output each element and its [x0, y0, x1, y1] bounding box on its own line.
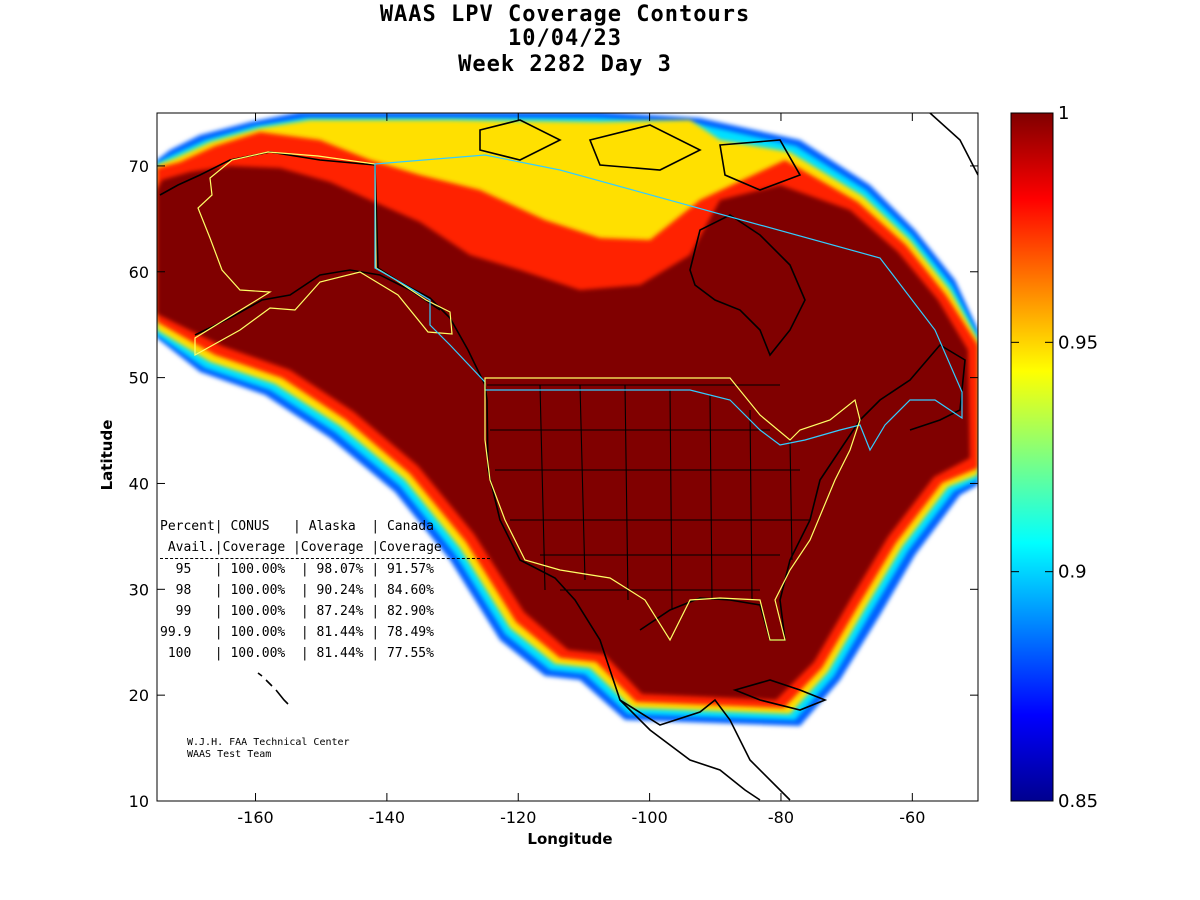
central-america: [619, 699, 761, 801]
y-axis-label: Latitude: [98, 420, 116, 491]
chart-date: 10/04/23: [508, 26, 622, 51]
north-america-coast: [159, 151, 791, 801]
table-header-1: Percent| CONUS | Alaska | Canada: [160, 519, 434, 534]
coverage-full: [157, 166, 970, 700]
y-tick-label: 20: [129, 686, 149, 705]
x-axis-ticks: -160 -140 -120 -100 -80 -60: [237, 113, 925, 827]
hudson-bay: [689, 214, 806, 357]
x-axis-label: Longitude: [527, 830, 612, 848]
colorbar: [1010, 112, 1054, 802]
gulf-coast: [639, 343, 966, 641]
table-header-2: Avail.|Coverage |Coverage |Coverage: [160, 537, 490, 559]
y-tick-label: 40: [129, 474, 149, 493]
y-tick-label: 10: [129, 792, 149, 811]
y-tick-label: 60: [129, 263, 149, 282]
credit-line-1: W.J.H. FAA Technical Center: [187, 737, 350, 748]
colorbar-ticks: 1 0.95 0.9 0.85: [1011, 103, 1098, 812]
chart-title: WAAS LPV Coverage Contours: [379, 2, 751, 27]
y-axis-ticks: 10 20 30 40 50 60 70: [129, 157, 978, 811]
x-tick-label: -160: [237, 808, 273, 827]
x-tick-label: -60: [899, 808, 925, 827]
y-tick-label: 70: [129, 157, 149, 176]
coastlines: [159, 113, 978, 801]
y-tick-label: 30: [129, 580, 149, 599]
arctic-islands: [479, 119, 802, 191]
table-row: 99 | 100.00% | 87.24% | 82.90%: [160, 604, 434, 619]
x-tick-label: -120: [500, 808, 536, 827]
hawaii: [257, 672, 289, 705]
x-tick-label: -100: [631, 808, 667, 827]
y-tick-label: 50: [129, 369, 149, 388]
credit: W.J.H. FAA Technical Center WAAS Test Tea…: [187, 737, 350, 761]
table-row: 98 | 100.00% | 90.24% | 84.60%: [160, 583, 434, 598]
plot-frame: [156, 112, 979, 802]
colorbar-tick-label: 0.85: [1058, 791, 1098, 812]
colorbar-tick-label: 0.9: [1058, 562, 1087, 583]
x-tick-label: -80: [768, 808, 794, 827]
alaska-coast: [194, 269, 441, 336]
x-tick-label: -140: [369, 808, 405, 827]
credit-line-2: WAAS Test Team: [187, 749, 272, 760]
cuba: [732, 679, 828, 711]
table-row: 99.9 | 100.00% | 81.44% | 78.49%: [160, 625, 434, 640]
region-boundaries: [194, 151, 963, 642]
greenland-edge: [929, 113, 978, 176]
coverage-table: Percent| CONUS | Alaska | Canada Avail.|…: [160, 516, 490, 664]
table-row: 100 | 100.00% | 81.44% | 77.55%: [160, 646, 434, 661]
conus-boundary: [484, 377, 861, 642]
state-boundaries: [487, 384, 810, 611]
coverage-field: [157, 113, 978, 726]
chart-week: Week 2282 Day 3: [458, 52, 672, 77]
colorbar-tick-label: 0.95: [1058, 332, 1098, 353]
canada-boundary: [374, 154, 963, 452]
table-row: 95 | 100.00% | 98.07% | 91.57%: [160, 562, 434, 577]
colorbar-tick-label: 1: [1058, 103, 1069, 124]
